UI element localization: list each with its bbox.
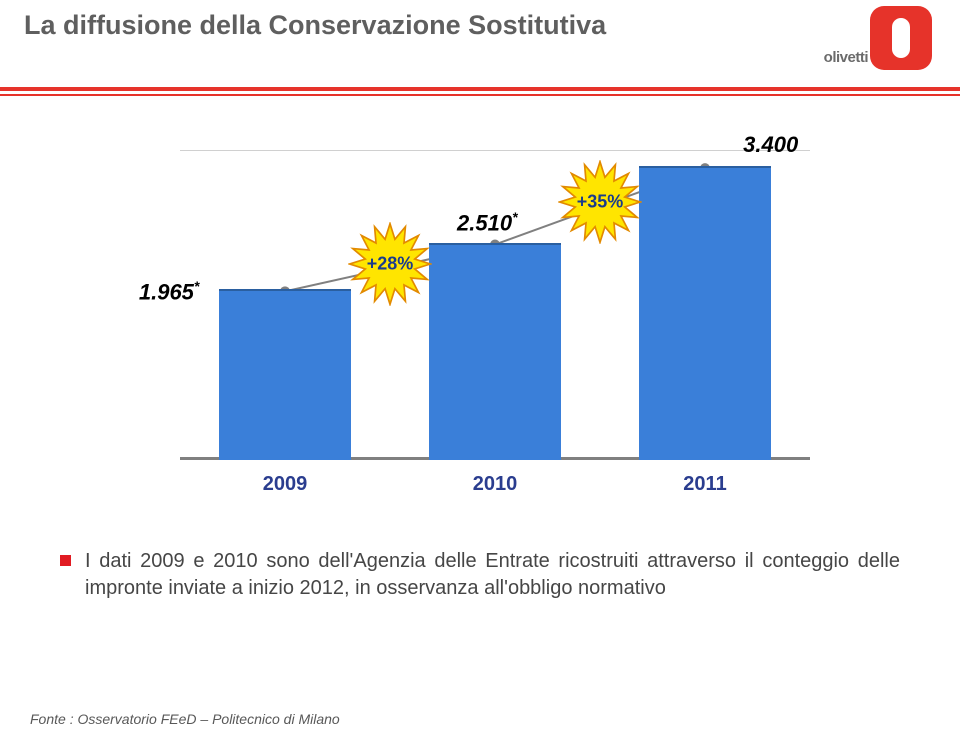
bullet-text: I dati 2009 e 2010 sono dell'Agenzia del… xyxy=(85,548,900,602)
list-item: I dati 2009 e 2010 sono dell'Agenzia del… xyxy=(60,548,900,602)
brand-logo-mark-icon xyxy=(870,6,932,70)
growth-badge-text: +28% xyxy=(367,253,414,274)
bar-value-label: 1.965* xyxy=(139,278,200,305)
x-axis-label: 2011 xyxy=(683,473,726,496)
brand-logo: olivetti xyxy=(824,6,932,70)
brand-logo-text: olivetti xyxy=(824,49,868,66)
title-underline xyxy=(0,87,960,96)
chart-bar xyxy=(639,166,771,460)
bullet-list: I dati 2009 e 2010 sono dell'Agenzia del… xyxy=(60,548,900,602)
slide-header: La diffusione della Conservazione Sostit… xyxy=(0,0,960,96)
x-axis-label: 2010 xyxy=(473,473,518,496)
slide-title: La diffusione della Conservazione Sostit… xyxy=(24,10,960,41)
bar-chart: 2009 1.965* 2010 2.510* 2011 3.400 +28% +35% xyxy=(130,120,830,510)
bar-value-label: 2.510* xyxy=(457,209,518,236)
bar-value-label: 3.400 xyxy=(743,132,798,158)
growth-badge: +28% xyxy=(348,222,432,306)
growth-badge-text: +35% xyxy=(577,192,624,213)
bullet-marker-icon xyxy=(60,555,71,566)
growth-badge: +35% xyxy=(558,160,642,244)
chart-bar xyxy=(429,243,561,460)
chart-bar xyxy=(219,289,351,460)
x-axis-label: 2009 xyxy=(263,473,308,496)
source-footer: Fonte : Osservatorio FEeD – Politecnico … xyxy=(30,711,340,727)
